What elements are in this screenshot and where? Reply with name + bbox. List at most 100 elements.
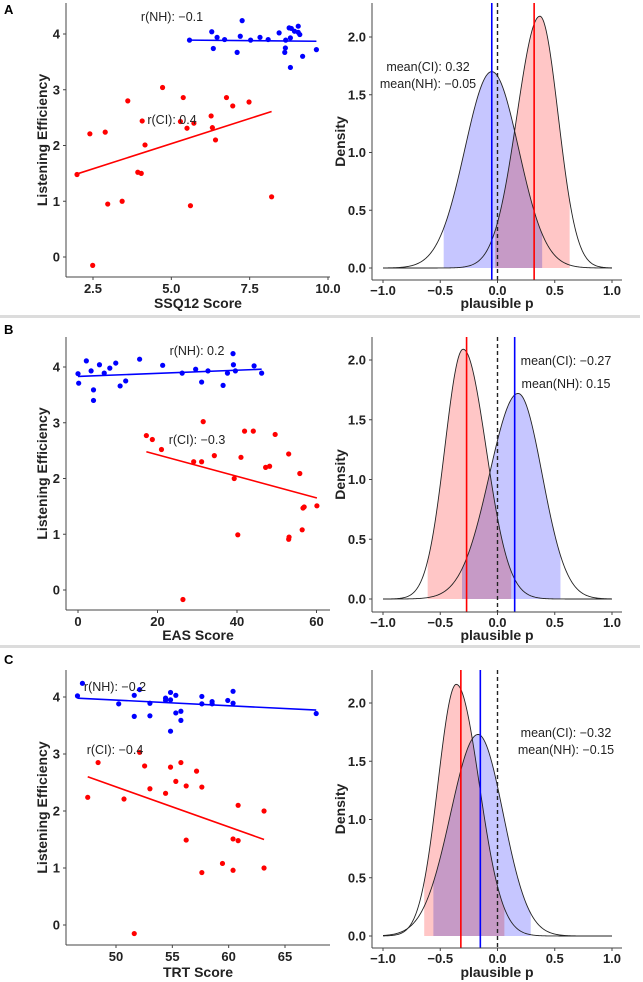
y-tick-label: 0.0: [348, 929, 366, 944]
data-point-ci: [235, 532, 241, 538]
data-point-ci: [286, 451, 292, 457]
x-tick-label: −1.0: [370, 283, 396, 298]
density-curve-ci: [382, 348, 612, 600]
regression-line-nh: [77, 368, 262, 378]
data-point-nh: [251, 363, 257, 369]
x-tick-label: −1.0: [370, 615, 396, 630]
data-point-nh: [113, 360, 119, 366]
density-curve-nh: [383, 393, 613, 600]
data-point-ci: [74, 171, 80, 178]
y-axis-title: Listening Efficiency: [34, 407, 50, 539]
data-point-nh: [257, 34, 263, 40]
y-tick-label: 1: [53, 527, 60, 542]
data-point-ci: [219, 860, 226, 867]
data-point-ci: [261, 808, 267, 814]
data-point-ci: [180, 94, 186, 101]
x-axis-title: plausible p: [460, 627, 533, 643]
x-tick-label: 0.5: [546, 283, 564, 298]
data-point-nh: [313, 710, 319, 717]
data-point-nh: [209, 29, 215, 35]
y-tick-label: 1.5: [348, 754, 366, 769]
data-point-ci: [231, 475, 237, 482]
data-point-nh: [282, 49, 288, 55]
data-point-ci: [143, 432, 149, 439]
panel-label: C: [4, 652, 14, 667]
data-point-ci: [137, 749, 143, 755]
y-tick-label: 4: [53, 690, 61, 705]
y-tick-label: 4: [53, 360, 61, 375]
y-tick-label: 0: [53, 250, 60, 265]
data-point-ci: [209, 125, 215, 131]
y-axis-title: Listening Efficiency: [34, 74, 50, 206]
data-point-ci: [139, 118, 145, 124]
data-point-ci: [183, 837, 189, 843]
data-point-ci: [183, 783, 189, 789]
data-point-nh: [193, 366, 199, 372]
data-point-nh: [162, 697, 169, 704]
x-tick-label: 2.5: [84, 281, 102, 296]
data-point-ci: [223, 94, 230, 101]
annotation-ci: r(CI): −0.3: [169, 433, 226, 447]
x-tick-label: 20: [150, 614, 164, 629]
data-point-nh: [173, 692, 179, 698]
x-tick-label: 0.0: [488, 951, 506, 966]
data-point-nh: [209, 701, 215, 707]
data-point-ci: [200, 419, 206, 425]
data-point-ci: [95, 759, 101, 766]
interval-area-ci: [495, 16, 570, 269]
data-point-ci: [159, 84, 166, 91]
y-tick-label: 3: [53, 747, 60, 762]
data-point-ci: [105, 201, 111, 207]
data-point-nh: [79, 680, 86, 686]
data-point-ci: [102, 129, 108, 135]
data-point-ci: [167, 764, 174, 770]
y-tick-label: 2.0: [348, 353, 366, 368]
x-tick-label: 65: [278, 949, 292, 964]
data-point-nh: [173, 710, 179, 716]
data-point-ci: [297, 470, 303, 477]
y-tick-label: 0.5: [348, 532, 366, 547]
data-point-nh: [276, 30, 282, 36]
data-point-ci: [199, 459, 205, 465]
regression-line-ci: [146, 450, 318, 499]
data-point-nh: [167, 697, 174, 703]
y-tick-label: 2: [53, 138, 60, 153]
data-point-nh: [265, 36, 271, 43]
data-point-nh: [230, 688, 236, 694]
data-point-ci: [235, 802, 241, 808]
data-point-nh: [205, 368, 211, 374]
x-axis-title: plausible p: [460, 964, 533, 980]
y-tick-label: 2.0: [348, 30, 366, 45]
data-point-ci: [211, 453, 217, 459]
data-point-nh: [230, 362, 237, 368]
x-tick-label: 40: [230, 614, 244, 629]
data-point-nh: [123, 378, 129, 384]
x-tick-label: 0.0: [488, 283, 506, 298]
panel-label: B: [4, 322, 13, 337]
data-point-ci: [286, 534, 292, 540]
annotation-ci: r(CI): 0.4: [147, 113, 196, 127]
density-plot-A: −1.0 −0.5 0.0 0.5 1.0 0.0 0.5 1.0 1.5 2.0 plausibl…: [332, 3, 622, 311]
y-tick-label: 4: [53, 27, 61, 42]
data-point-ci: [191, 120, 197, 126]
data-point-ci: [187, 203, 194, 209]
x-tick-label: 60: [221, 949, 235, 964]
x-tick-label: 5.0: [162, 281, 180, 296]
annotation-nh: r(NH): 0.2: [170, 344, 225, 358]
data-point-nh: [167, 689, 174, 696]
data-point-nh: [147, 700, 153, 706]
data-point-nh: [237, 33, 243, 39]
data-point-ci: [87, 131, 93, 137]
annotation-nh: mean(NH): −0.05: [380, 77, 476, 91]
x-tick-label: 1.0: [603, 615, 621, 630]
data-point-nh: [75, 371, 81, 377]
x-tick-label: 10.0: [315, 281, 340, 296]
data-point-nh: [283, 37, 289, 43]
data-point-nh: [295, 23, 301, 29]
data-point-ci: [314, 503, 320, 509]
x-axis-title: plausible p: [460, 295, 533, 311]
y-tick-label: 1: [53, 194, 60, 209]
scatter-plot-B: B 0 20 40 60 0 1 2 3 4 EAS Score Listening Efficien…: [4, 322, 330, 643]
x-tick-label: 50: [109, 949, 123, 964]
